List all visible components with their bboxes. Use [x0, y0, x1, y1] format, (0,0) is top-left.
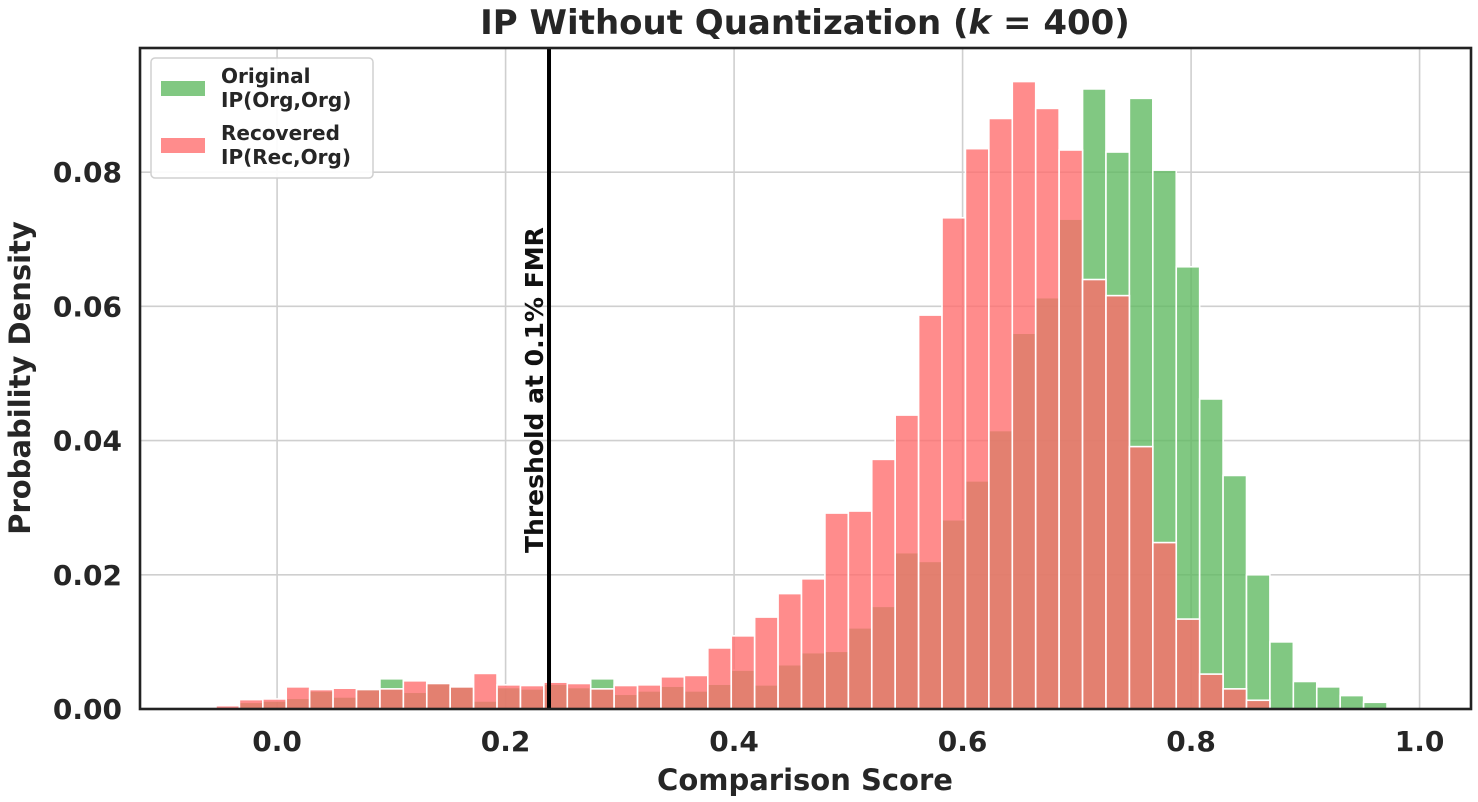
y-tick-label: 0.02 — [53, 559, 122, 592]
bar-recovered — [1128, 445, 1154, 710]
bar-recovered — [800, 578, 826, 710]
bar-recovered — [941, 216, 967, 710]
bar-recovered — [519, 684, 545, 710]
y-axis-ticks: 0.00 0.02 0.04 0.06 0.08 — [53, 156, 122, 726]
x-tick-label: 0.8 — [1166, 725, 1216, 758]
x-tick-label: 0.0 — [252, 725, 302, 758]
bar-recovered — [964, 147, 990, 710]
bar-recovered — [1152, 541, 1178, 710]
x-axis-label: Comparison Score — [657, 763, 953, 797]
bar-recovered — [355, 688, 381, 710]
bar-recovered — [683, 674, 709, 710]
bar-original — [1315, 686, 1341, 710]
bar-recovered — [1034, 107, 1060, 710]
legend-frame — [150, 57, 374, 179]
bar-recovered — [262, 698, 288, 710]
threshold-marker: Threshold at 0.1% FMR — [520, 48, 552, 709]
x-tick-label: 1.0 — [1395, 725, 1445, 758]
legend-swatch — [161, 81, 205, 96]
bar-recovered — [449, 686, 475, 710]
bar-recovered — [707, 647, 733, 710]
bar-recovered — [917, 314, 943, 710]
bar-original — [1339, 694, 1365, 710]
x-tick-label: 0.4 — [709, 725, 759, 758]
chart-title-suffix: = 400) — [991, 3, 1130, 43]
bar-recovered — [870, 458, 896, 710]
legend: Original IP(Org,Org) Recovered IP(Rec,Org) — [150, 57, 374, 179]
legend-label: Recovered IP(Rec,Org) — [221, 121, 351, 169]
bar-recovered — [847, 510, 873, 710]
bar-original — [1269, 641, 1295, 710]
y-axis-label: Probability Density — [3, 221, 37, 535]
bar-recovered — [332, 687, 358, 710]
bar-recovered — [472, 672, 498, 710]
bar-recovered — [894, 414, 920, 710]
x-tick-label: 0.6 — [938, 725, 988, 758]
bar-recovered — [285, 686, 311, 710]
bar-recovered — [636, 684, 662, 710]
x-axis-ticks: 0.0 0.2 0.4 0.6 0.8 1.0 — [252, 725, 1444, 758]
plot-frame — [138, 46, 1473, 711]
y-tick-label: 0.04 — [53, 425, 122, 458]
bar-recovered — [660, 675, 686, 710]
bar-recovered — [425, 682, 451, 710]
y-tick-label: 0.06 — [53, 290, 122, 323]
bar-recovered — [824, 512, 850, 710]
series-recovered-bars — [215, 80, 1271, 710]
bar-recovered — [402, 680, 428, 710]
y-tick-label: 0.00 — [53, 693, 122, 726]
bar-recovered — [1245, 699, 1271, 710]
legend-swatch — [161, 138, 205, 153]
bar-original — [1222, 474, 1248, 710]
threshold-label: Threshold at 0.1% FMR — [520, 227, 549, 553]
legend-label: Original IP(Org,Org) — [221, 64, 351, 112]
bar-recovered — [777, 592, 803, 710]
bar-recovered — [496, 684, 522, 710]
bar-recovered — [1198, 673, 1224, 710]
bar-recovered — [379, 688, 405, 710]
bar-recovered — [1058, 149, 1084, 710]
bar-original — [1245, 573, 1271, 710]
bar-recovered — [1105, 294, 1131, 710]
bar-recovered — [730, 635, 756, 710]
bar-recovered — [1011, 80, 1037, 710]
bar-recovered — [613, 684, 639, 710]
chart-title: IP Without Quantization (k = 400) — [480, 3, 1130, 43]
bar-original — [1198, 398, 1224, 710]
bar-recovered — [238, 698, 264, 710]
chart-title-prefix: IP Without Quantization ( — [480, 3, 968, 43]
y-tick-label: 0.08 — [53, 156, 122, 189]
bar-original — [1292, 680, 1318, 710]
bar-recovered — [308, 688, 334, 710]
bar-recovered — [566, 682, 592, 710]
chart-title-k: k — [969, 3, 994, 43]
x-tick-label: 0.2 — [481, 725, 531, 758]
bar-recovered — [1222, 688, 1248, 710]
bar-recovered — [1175, 618, 1201, 710]
bar-recovered — [589, 688, 615, 710]
bar-recovered — [1081, 278, 1107, 710]
bar-recovered — [753, 616, 779, 710]
bar-recovered — [988, 117, 1014, 710]
